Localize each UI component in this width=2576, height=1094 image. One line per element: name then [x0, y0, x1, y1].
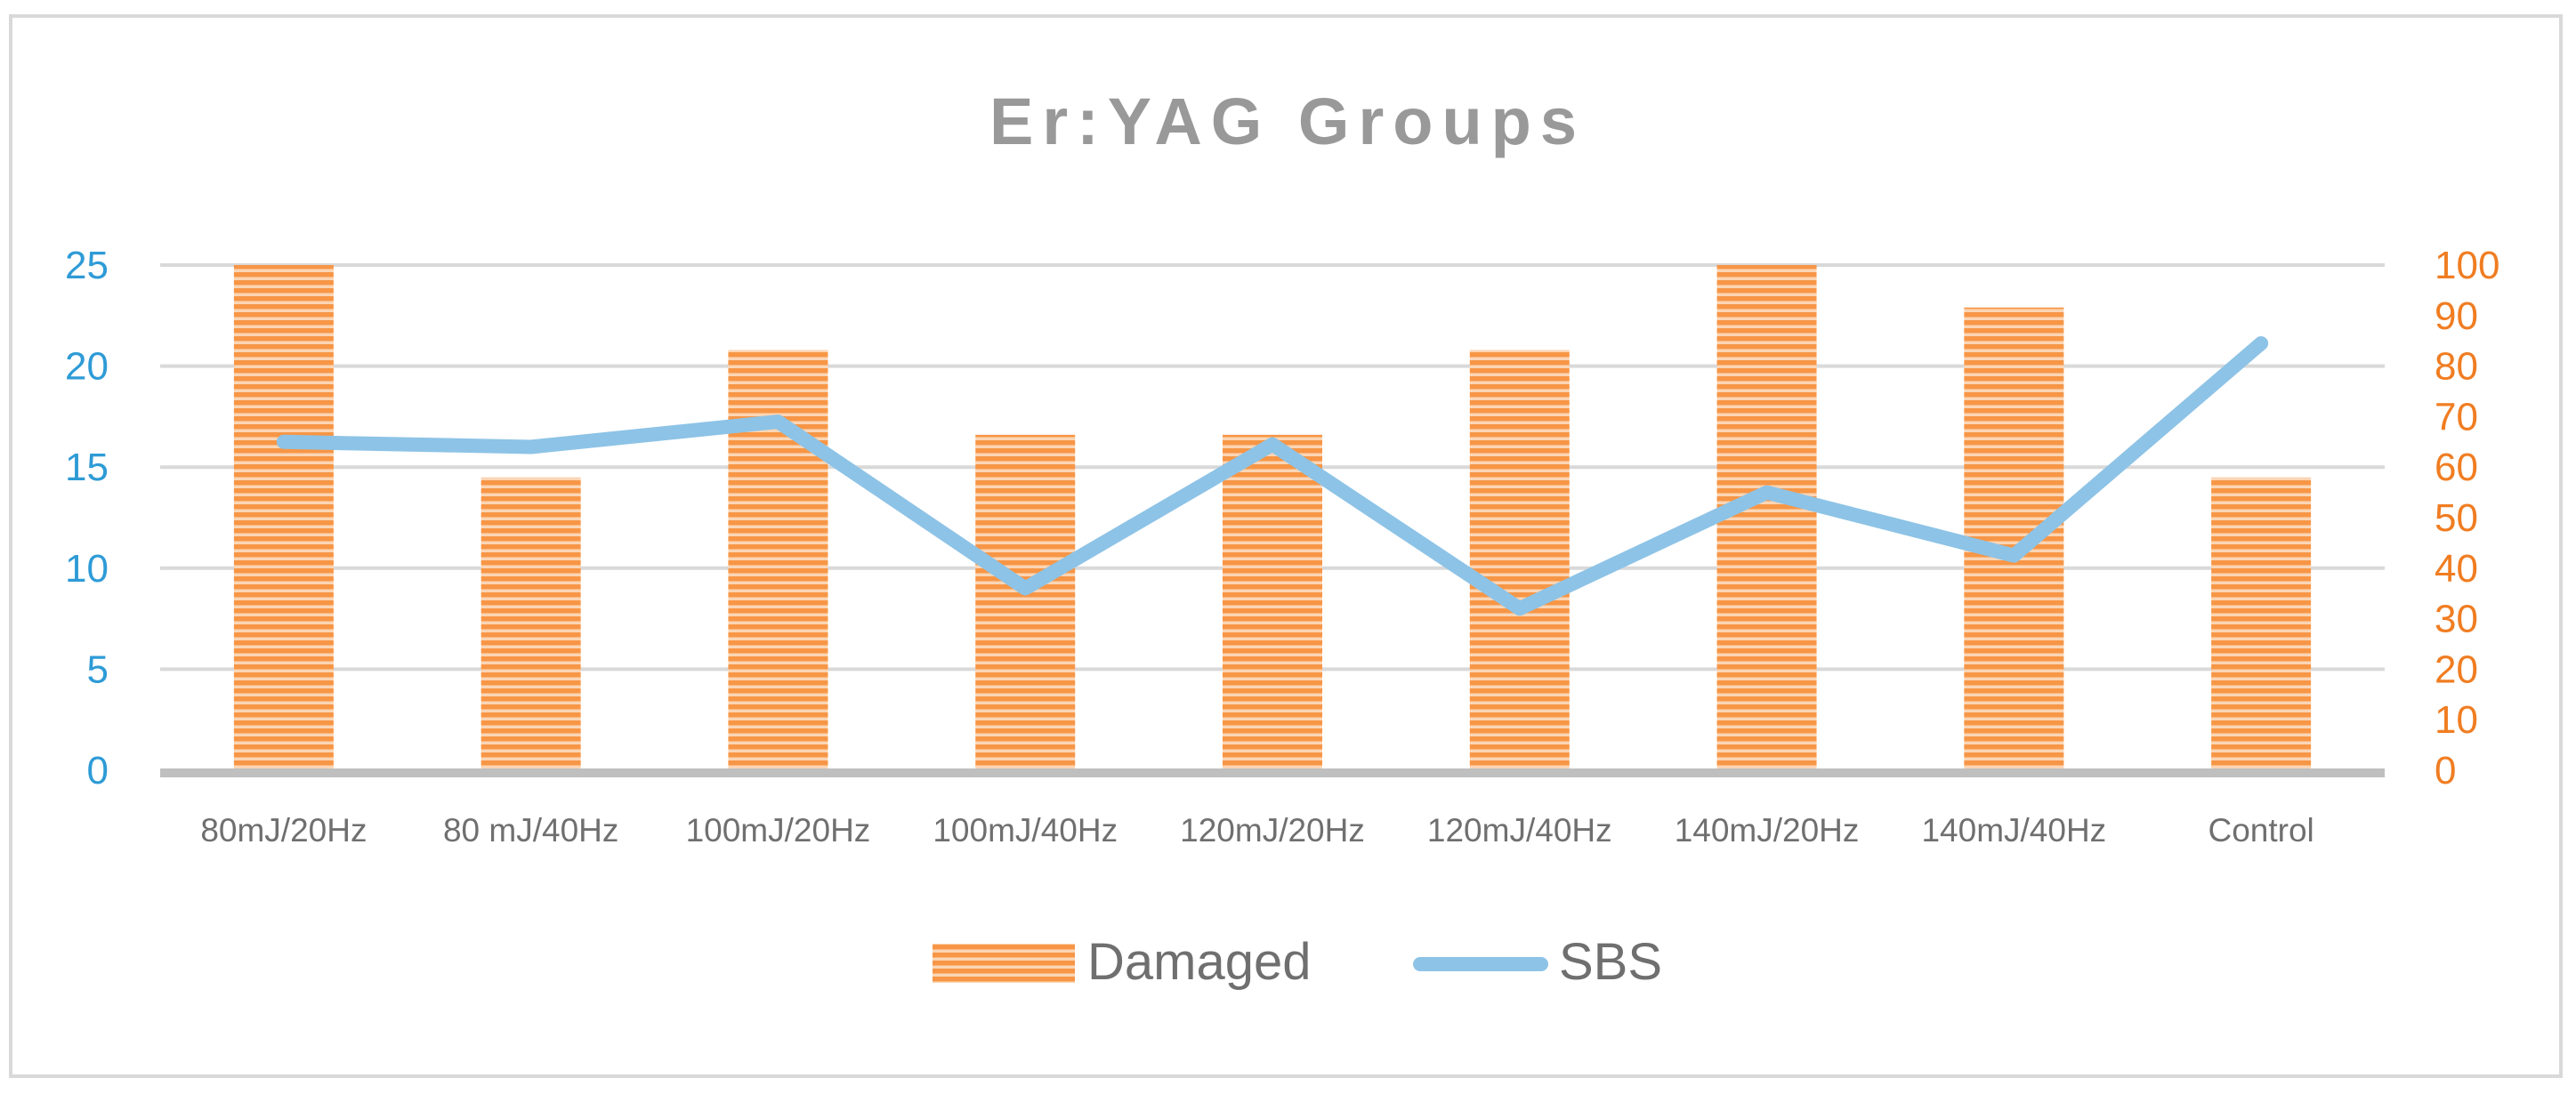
- category-label: 140mJ/20Hz: [1675, 812, 1860, 849]
- line-point: [2260, 342, 2262, 344]
- line-point: [283, 441, 285, 443]
- right-tick-label: 30: [2435, 598, 2478, 641]
- bar: [728, 350, 828, 770]
- chart-title: Er:YAG Groups: [989, 84, 1586, 158]
- right-tick-label: 100: [2435, 244, 2499, 287]
- bar-series: [233, 265, 2312, 770]
- bar: [1223, 434, 1322, 770]
- category-label: 120mJ/40Hz: [1427, 812, 1612, 849]
- right-tick-label: 90: [2435, 294, 2478, 338]
- bar: [2211, 477, 2312, 770]
- line-point: [530, 446, 532, 447]
- right-y-axis: 0 10 20 30 40 50 60 70 80 90 100: [2435, 244, 2499, 792]
- left-tick-label: 0: [87, 749, 109, 792]
- left-tick-label: 15: [65, 446, 109, 489]
- right-tick-label: 70: [2435, 395, 2478, 438]
- chart-frame: [9, 14, 2563, 1078]
- line-point: [1024, 588, 1026, 590]
- left-tick-label: 25: [65, 244, 109, 287]
- legend-label-damaged: Damaged: [1087, 933, 1311, 991]
- right-tick-label: 60: [2435, 446, 2478, 489]
- category-label: 80 mJ/40Hz: [443, 812, 618, 849]
- bar: [975, 434, 1076, 770]
- left-tick-label: 5: [87, 648, 109, 691]
- right-tick-label: 0: [2435, 749, 2456, 792]
- right-tick-label: 10: [2435, 698, 2478, 742]
- left-y-axis: 0 5 10 15 20 25: [65, 244, 109, 792]
- right-tick-label: 40: [2435, 547, 2478, 591]
- left-tick-label: 20: [65, 345, 109, 389]
- line-point: [2013, 555, 2015, 557]
- line-point: [1519, 607, 1521, 609]
- bar: [233, 265, 334, 770]
- category-label: 100mJ/20Hz: [686, 812, 871, 849]
- category-label: 80mJ/20Hz: [200, 812, 367, 849]
- bar: [480, 477, 581, 770]
- category-label: 140mJ/40Hz: [1921, 812, 2106, 849]
- legend-label-sbs: SBS: [1559, 933, 1662, 991]
- bar: [1469, 350, 1570, 770]
- category-label: 100mJ/40Hz: [933, 812, 1118, 849]
- category-label: 120mJ/20Hz: [1180, 812, 1365, 849]
- legend: Damaged SBS: [933, 933, 1662, 991]
- right-tick-label: 50: [2435, 496, 2478, 540]
- line-point: [1766, 492, 1768, 494]
- bar: [1716, 265, 1817, 770]
- bar: [1964, 307, 2064, 770]
- right-tick-label: 80: [2435, 345, 2478, 389]
- category-label: Control: [2208, 812, 2314, 849]
- line-series: [276, 336, 2269, 616]
- legend-bar-swatch: [933, 944, 1075, 983]
- line-point: [1272, 444, 1273, 446]
- left-tick-label: 10: [65, 547, 109, 591]
- right-tick-label: 20: [2435, 648, 2478, 691]
- x-axis: 80mJ/20Hz 80 mJ/40Hz 100mJ/20Hz 100mJ/40Hz 1…: [200, 812, 2314, 849]
